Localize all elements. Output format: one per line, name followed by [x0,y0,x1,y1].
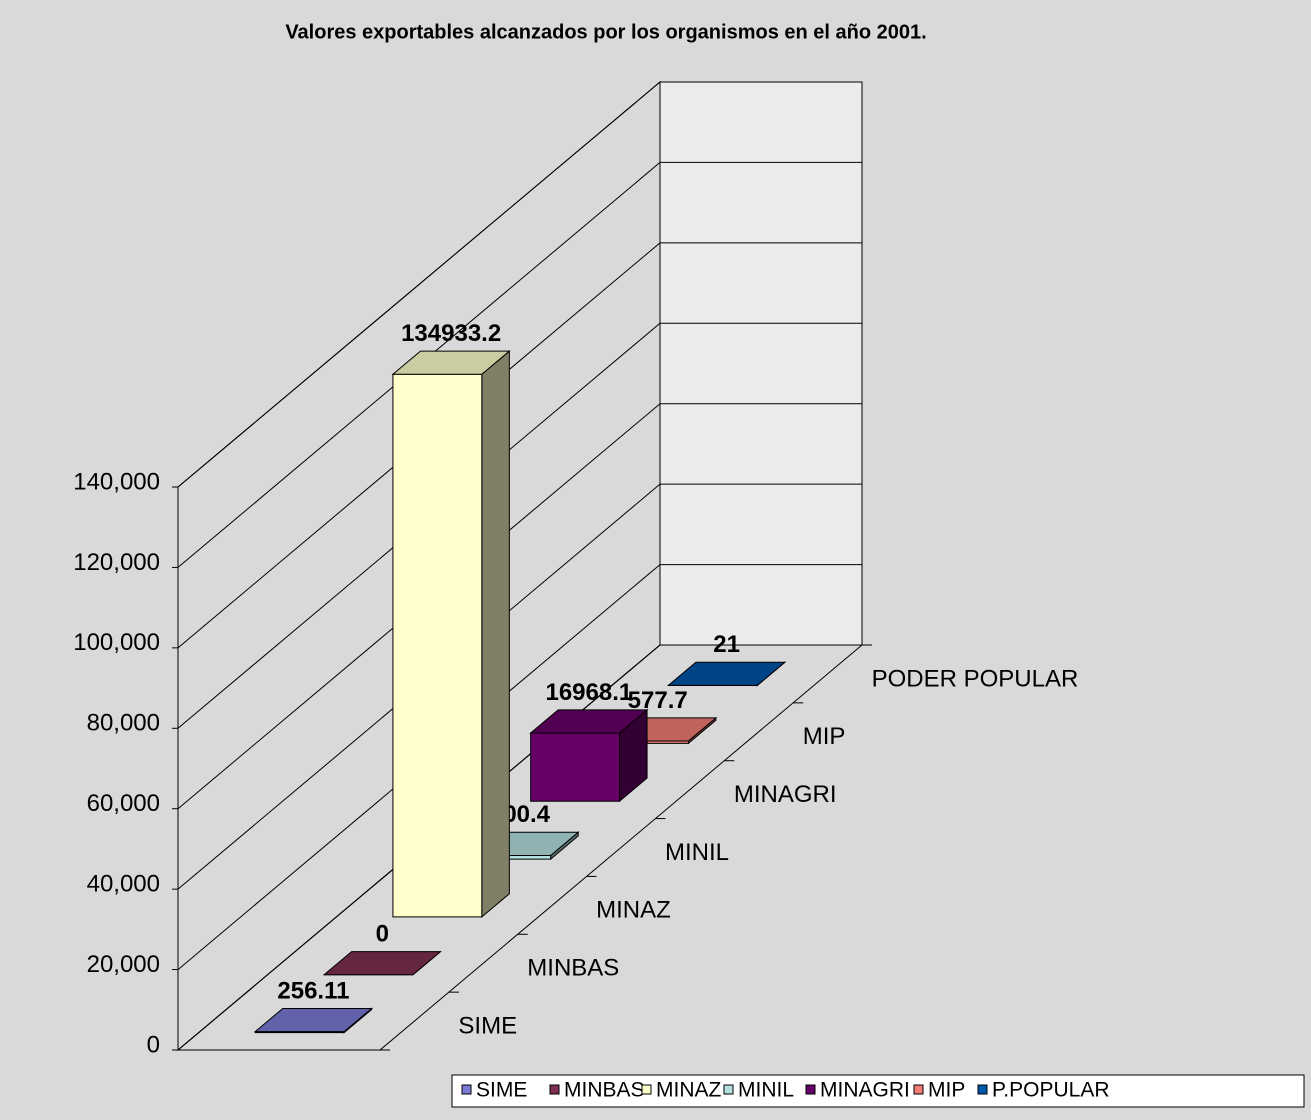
legend-swatch [461,1084,472,1095]
legend-swatch [805,1084,816,1095]
data-label: 16968.1 [545,679,632,706]
legend-label: MINBAS [564,1079,645,1102]
category-label: MINAGRI [734,781,837,808]
grid-line [177,81,862,488]
bar-top [322,951,442,976]
category-label: MINIL [665,839,729,866]
grid-line [177,161,862,568]
chart-title: Valores exportables alcanzados por los o… [285,21,926,43]
legend-box [451,1074,1305,1108]
y-tick-label: 140,000 [73,468,160,495]
legend-label: SIME [476,1079,527,1102]
bar-top [666,661,787,686]
legend-swatch [549,1084,560,1095]
category-label: PODER POPULAR [872,665,1079,692]
y-tick-label: 20,000 [87,951,160,978]
category-label: MINAZ [596,897,671,924]
y-tick-label: 120,000 [73,549,160,576]
data-label: 0 [376,921,389,948]
grid-line [177,483,862,890]
legend-label: MINAGRI [820,1079,910,1102]
bar-front [392,373,483,918]
bar-3d [391,350,511,919]
bar-top [391,350,511,375]
data-label: 577.7 [628,687,688,714]
grid-line [177,242,862,649]
bar-3d [322,951,442,976]
legend-label: MIP [928,1079,965,1102]
bar-3d [529,708,649,803]
grid-line [177,644,862,1051]
grid-line [177,322,862,729]
data-label: 256.11 [277,977,349,1004]
y-tick-label: 40,000 [87,870,160,897]
data-label: 134933.2 [401,320,501,347]
legend-label: MINIL [738,1079,794,1102]
legend-swatch [977,1084,988,1095]
category-label: SIME [458,1012,517,1039]
legend: SIME MINBAS MINAZ MINIL MINAGRI MIP P.POPULAR [451,1074,1305,1108]
bar-top [529,709,649,734]
legend-swatch [723,1084,734,1095]
data-label: 21 [713,631,740,658]
grid-line [177,403,862,810]
bar-3d [253,1007,374,1034]
bar-side [481,350,510,919]
back-wall [659,81,863,646]
legend-swatch [913,1084,924,1095]
category-label: MIP [803,723,846,750]
bar-3d [666,661,787,687]
legend-label: P.POPULAR [992,1079,1110,1102]
category-label: MINBAS [527,955,619,982]
legend-swatch [641,1084,652,1095]
grid-line [177,564,862,970]
y-tick-label: 0 [147,1031,160,1058]
legend-label: MINAZ [656,1079,722,1102]
bar-front [530,732,621,802]
y-tick-label: 100,000 [73,629,160,656]
bar-top [253,1007,374,1033]
y-tick-label: 60,000 [87,790,160,817]
y-tick-label: 80,000 [87,710,160,737]
